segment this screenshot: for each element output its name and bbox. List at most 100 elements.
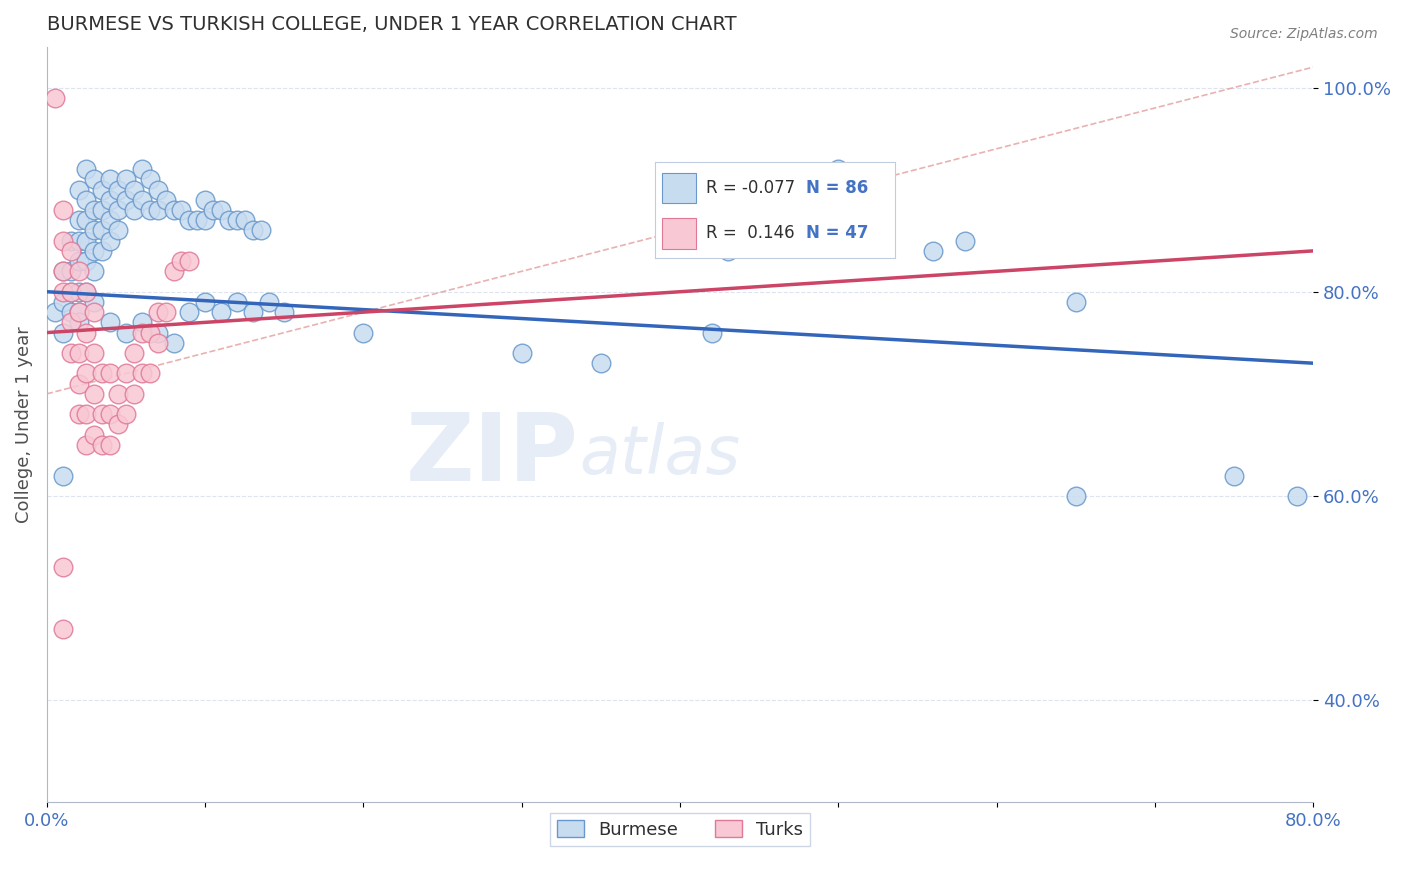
Point (107, 202, 129, 217)
Point (91, 244, 114, 258)
Point (98, 315, 121, 329)
Point (98, 213, 121, 227)
Point (953, 234, 976, 248)
Point (75, 162, 97, 177)
Point (131, 193, 153, 207)
Point (59, 234, 82, 248)
Point (75, 367, 97, 381)
Point (273, 305, 295, 319)
Point (257, 294, 280, 309)
Point (716, 244, 738, 258)
Bar (662, 218, 696, 249)
Point (179, 254, 201, 268)
Point (98, 367, 121, 381)
Text: N = 47: N = 47 (806, 224, 869, 242)
Point (155, 193, 177, 207)
Point (67, 407, 90, 421)
Text: BURMESE VS TURKISH COLLEGE, UNDER 1 YEAR CORRELATION CHART: BURMESE VS TURKISH COLLEGE, UNDER 1 YEAR… (46, 15, 737, 34)
Point (1286, 489, 1309, 503)
Point (115, 326, 138, 340)
Point (202, 202, 225, 217)
Point (83, 223, 105, 237)
Point (91, 367, 114, 381)
Point (233, 213, 256, 227)
Point (146, 335, 169, 350)
Point (44, 91, 66, 105)
Point (91, 223, 114, 237)
Point (225, 294, 247, 309)
Point (75, 407, 97, 421)
Point (146, 326, 169, 340)
Point (52, 234, 75, 248)
Point (122, 387, 145, 401)
Point (194, 213, 217, 227)
Point (98, 193, 121, 207)
Point (122, 346, 145, 360)
Point (162, 264, 184, 278)
Point (67, 285, 90, 299)
Point (131, 367, 153, 381)
Point (98, 407, 121, 421)
Point (179, 213, 201, 227)
Point (146, 202, 169, 217)
Point (170, 202, 193, 217)
Point (59, 244, 82, 258)
Point (75, 254, 97, 268)
Point (1223, 468, 1246, 483)
Point (218, 213, 240, 227)
Point (83, 264, 105, 278)
Point (91, 183, 114, 197)
Point (194, 193, 217, 207)
Point (75, 285, 97, 299)
Point (91, 407, 114, 421)
Point (242, 223, 264, 237)
Point (75, 438, 97, 452)
Point (98, 172, 121, 186)
Point (67, 305, 90, 319)
Point (115, 193, 138, 207)
Point (107, 223, 129, 237)
Point (162, 202, 184, 217)
Point (1064, 294, 1087, 309)
Point (922, 244, 945, 258)
Point (75, 285, 97, 299)
Text: N = 86: N = 86 (806, 179, 869, 197)
Point (83, 387, 105, 401)
Text: R =  0.146: R = 0.146 (706, 224, 794, 242)
Point (52, 622, 75, 636)
Point (52, 468, 75, 483)
Point (91, 438, 114, 452)
Point (59, 285, 82, 299)
Point (52, 285, 75, 299)
Point (827, 162, 849, 177)
Point (59, 346, 82, 360)
Point (115, 407, 138, 421)
Point (67, 346, 90, 360)
Point (146, 305, 169, 319)
Point (44, 305, 66, 319)
Point (83, 172, 105, 186)
Point (589, 356, 612, 370)
Point (162, 335, 184, 350)
Point (131, 315, 153, 329)
Point (83, 346, 105, 360)
Point (52, 294, 75, 309)
Point (67, 183, 90, 197)
Point (249, 223, 271, 237)
Point (131, 326, 153, 340)
Point (83, 427, 105, 442)
Point (67, 213, 90, 227)
Point (59, 305, 82, 319)
Point (179, 305, 201, 319)
Point (75, 193, 97, 207)
Point (155, 305, 177, 319)
Point (52, 326, 75, 340)
Point (98, 438, 121, 452)
Legend: Burmese, Turks: Burmese, Turks (550, 813, 810, 847)
Point (67, 305, 90, 319)
Point (139, 367, 162, 381)
Point (139, 202, 162, 217)
Point (194, 294, 217, 309)
Y-axis label: College, Under 1 year: College, Under 1 year (15, 326, 32, 523)
Point (107, 417, 129, 432)
